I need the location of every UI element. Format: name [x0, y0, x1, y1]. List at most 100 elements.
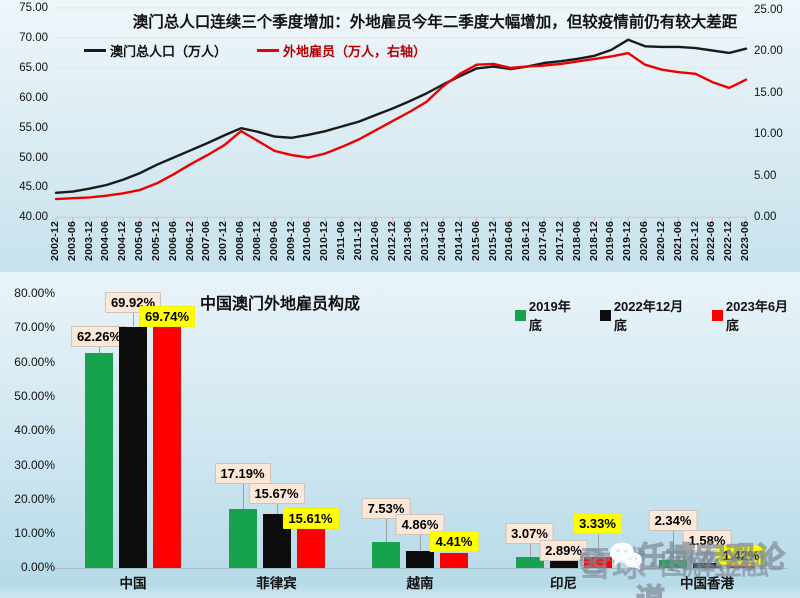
population-line: [54, 38, 748, 195]
x-axis-label: 2016-12: [520, 221, 534, 271]
bar: [693, 562, 721, 568]
bar-y-axis-tick: 40.00%: [14, 423, 55, 438]
x-axis-label: 2008-12: [251, 221, 265, 271]
workers-line: [54, 51, 748, 201]
x-axis-label: 2004-06: [99, 221, 113, 271]
x-axis-label-text: 2021-06: [671, 221, 684, 261]
x-axis-label-text: 2016-06: [503, 221, 516, 261]
value-label: 2.89%: [539, 540, 588, 562]
bar: [85, 353, 113, 568]
x-axis-label: 2023-06: [739, 221, 753, 271]
bar: [228, 508, 257, 568]
legend-item-2022: 2022年12月底: [599, 296, 695, 334]
x-axis-label-text: 2006-06: [166, 221, 179, 261]
x-axis-label-text: 2022-06: [705, 221, 718, 261]
x-axis-label: 2015-06: [470, 221, 484, 271]
label-leader-line: [99, 347, 100, 354]
x-axis-label-text: 2017-06: [537, 221, 550, 261]
x-axis-label-text: 2007-06: [200, 221, 213, 261]
value-label: 62.26%: [70, 326, 128, 348]
x-axis-label-text: 2004-12: [116, 221, 129, 261]
label-leader-line: [386, 519, 387, 543]
x-axis-label: 2022-12: [722, 221, 736, 271]
left-axis-tick: 60.00: [19, 91, 48, 104]
x-axis-label: 2010-06: [301, 221, 315, 271]
x-axis-label-text: 2013-06: [402, 221, 415, 261]
left-axis-tick: 40.00: [19, 211, 48, 224]
x-axis-label: 2014-06: [436, 221, 450, 271]
x-axis-label: 2013-12: [419, 221, 433, 271]
x-axis-label-text: 2019-12: [621, 221, 634, 261]
x-axis-label-text: 2015-12: [486, 221, 499, 261]
x-axis-label-text: 2019-06: [604, 221, 617, 261]
x-axis-label: 2003-12: [83, 221, 97, 271]
x-axis-label: 2021-12: [689, 221, 703, 271]
x-axis-label: 2012-06: [369, 221, 383, 271]
x-axis-label-text: 2011-06: [335, 221, 348, 261]
x-axis-label-text: 2014-12: [452, 221, 465, 261]
bar-y-axis-tick: 10.00%: [14, 526, 55, 541]
right-axis-tick: 25.00: [754, 4, 783, 16]
bar: [515, 557, 544, 568]
x-axis-label-text: 2003-06: [65, 221, 78, 261]
x-axis-label: 2007-12: [217, 221, 231, 271]
category-label: 中国香港: [680, 576, 734, 591]
label-leader-line: [707, 550, 708, 563]
bar: [372, 542, 400, 568]
x-axis-label: 2018-12: [588, 221, 602, 271]
x-axis-label-text: 2020-06: [638, 221, 651, 261]
x-axis-label-text: 2008-12: [250, 221, 263, 261]
top-chart-legend: 澳门总人口（万人） 外地雇员（万人，右轴）: [84, 41, 426, 60]
left-axis-tick: 50.00: [19, 151, 48, 164]
value-label: 69.74%: [138, 306, 196, 328]
x-axis-label-text: 2009-12: [284, 221, 297, 261]
x-axis-label-text: 2020-12: [654, 221, 667, 261]
bar-y-axis-tick: 20.00%: [14, 491, 55, 506]
top-chart-title: 澳门总人口连续三个季度增加：外地雇员今年二季度大幅增加，但较疫情前仍有较大差距: [132, 14, 738, 31]
label-leader-line: [276, 503, 278, 514]
x-axis-label-text: 2006-12: [183, 221, 196, 261]
category-label: 中国: [119, 576, 147, 591]
x-axis-label-text: 2018-12: [587, 221, 600, 261]
x-axis-label: 2005-12: [150, 221, 164, 271]
x-axis-label-text: 2003-12: [82, 221, 95, 261]
x-axis-label: 2008-06: [234, 221, 248, 271]
bar-chart-baseline: [54, 568, 788, 569]
legend-label-2023: 2023年6月底: [725, 299, 789, 333]
left-axis-tick: 55.00: [19, 121, 48, 134]
x-axis-label: 2014-12: [453, 221, 467, 271]
bar-y-axis-tick: 60.00%: [14, 354, 55, 369]
x-axis-label: 2018-06: [571, 221, 585, 271]
legend-item-2023: 2023年6月底: [712, 296, 800, 334]
x-axis-label-text: 2014-06: [436, 221, 449, 261]
x-axis-label: 2022-06: [705, 221, 719, 271]
bar: [659, 559, 687, 568]
x-axis-label: 2010-12: [318, 221, 332, 271]
xueqiu-logo-icon: [579, 548, 607, 576]
x-axis-label-text: 2012-06: [368, 221, 381, 261]
x-axis-label: 2004-12: [116, 221, 130, 271]
category-label: 越南: [406, 576, 434, 591]
value-label: 2.34%: [648, 509, 698, 531]
population-line-chart: 澳门总人口连续三个季度增加：外地雇员今年二季度大幅增加，但较疫情前仍有较大差距 …: [0, 0, 800, 272]
x-axis-label-text: 2023-06: [739, 221, 751, 261]
line-chart-canvas: [54, 7, 748, 222]
watermark-separator: ·: [648, 548, 658, 581]
value-label: 7.53%: [361, 498, 411, 520]
left-axis-tick: 65.00: [19, 61, 48, 74]
bar-y-axis-tick: 30.00%: [14, 457, 55, 472]
label-leader-line: [133, 312, 134, 327]
legend-item-workers: 外地雇员（万人，右轴）: [257, 41, 426, 60]
value-label: 3.33%: [573, 512, 622, 534]
left-axis-tick: 45.00: [19, 181, 48, 194]
x-axis-label-text: 2010-06: [301, 221, 314, 261]
x-axis-label-text: 2013-12: [419, 221, 432, 261]
right-axis-tick: 0.00: [754, 211, 777, 224]
legend-item-population: 澳门总人口（万人）: [84, 41, 227, 60]
x-axis-label-text: 2012-12: [385, 221, 398, 261]
right-axis-tick: 20.00: [754, 45, 783, 58]
x-axis-label-text: 2004-06: [99, 221, 112, 261]
x-axis-label: 2016-06: [503, 221, 517, 271]
bar: [583, 556, 612, 568]
wechat-icon: [610, 542, 642, 570]
